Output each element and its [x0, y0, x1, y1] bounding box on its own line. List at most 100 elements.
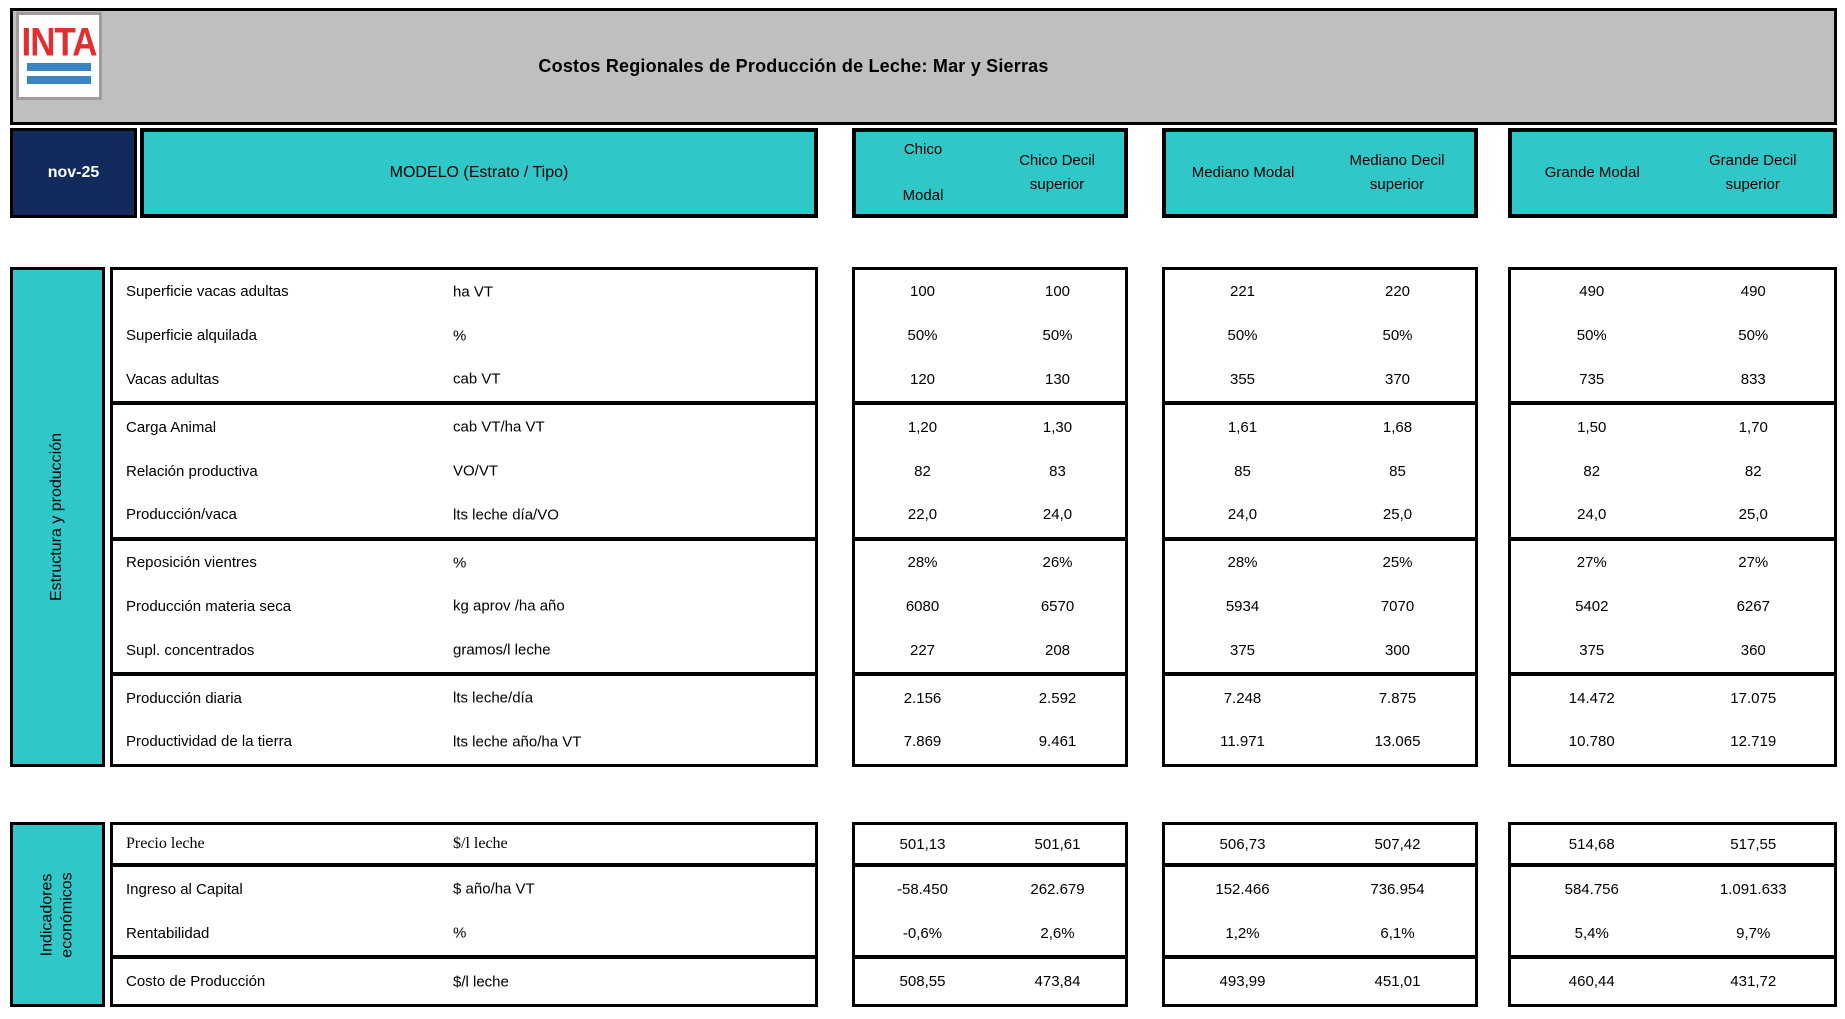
cell-value: 14.472	[1568, 689, 1615, 707]
table-row: 120 130	[855, 358, 1125, 402]
table-row: 100 100	[855, 270, 1125, 314]
table-row: 490 490	[1511, 270, 1834, 314]
row-unit: lts leche día/VO	[453, 506, 559, 524]
row-label: Supl. concentrados	[126, 641, 255, 659]
cell-value: 50%	[1042, 327, 1073, 345]
cell-value: 50%	[1576, 327, 1607, 345]
row-unit: $/l leche	[453, 835, 508, 852]
table-row: 227 208	[855, 628, 1125, 672]
table-row: 27% 27%	[1511, 541, 1834, 585]
value-group: 506,73 507,42	[1165, 825, 1475, 867]
cell-value: 735	[1579, 370, 1605, 388]
table-row: Relación productiva VO/VT	[113, 449, 815, 493]
label-group: Producción diaria lts leche/día Productiv…	[113, 676, 815, 764]
cell-value: 508,55	[899, 973, 946, 990]
table-row: 514,68 517,55	[1511, 825, 1834, 863]
cell-value: 11.971	[1220, 733, 1265, 751]
cell-value: 1,30	[1042, 418, 1073, 436]
value-group: 2.156 2.592 7.869 9.461	[855, 676, 1125, 764]
cell-value: 490	[1579, 283, 1605, 301]
column-group-header-grande: Grande Modal Grande Decil superior	[1508, 128, 1837, 218]
cell-value: 1.091.633	[1719, 880, 1787, 898]
row-label: Superficie alquilada	[126, 327, 257, 345]
economics-values-block-mediano: 506,73 507,42 152.466 736.954 1,2% 6,1% 493…	[1162, 822, 1478, 1007]
column-group-header-chico: Chico Modal Chico Decil superior	[852, 128, 1128, 218]
table-row: Vacas adultas cab VT	[113, 358, 815, 402]
cell-value: 24,0	[1042, 506, 1073, 524]
cell-value: 6570	[1040, 597, 1075, 615]
column-header-mediano-modal: Mediano Modal	[1191, 164, 1295, 181]
date-label: nov-25	[47, 164, 100, 181]
cell-value: 493,99	[1219, 973, 1266, 990]
table-row: 50% 50%	[855, 314, 1125, 358]
values-block-grande: 490 490 50% 50% 735 833 1,50 1,70 82 82 24,0 2…	[1508, 267, 1837, 767]
row-label: Producción materia seca	[126, 597, 292, 615]
cell-value: 375	[1579, 641, 1605, 659]
date-cell: nov-25	[10, 128, 137, 218]
table-row: Producción materia seca kg aprov /ha año	[113, 585, 815, 629]
table-row: Superficie alquilada%	[113, 314, 815, 358]
cell-value: -58.450	[897, 880, 948, 898]
table-row: Productividad de la tierra lts leche año/…	[113, 720, 815, 764]
cell-value: 1,2%	[1225, 924, 1260, 942]
row-unit: kg aprov /ha año	[453, 597, 565, 615]
cell-value: 27%	[1738, 554, 1769, 572]
cell-value: 833	[1740, 370, 1766, 388]
cell-value: 120	[909, 370, 936, 388]
value-group: 460,44 431,72	[1511, 959, 1834, 1004]
row-unit: cab VT/ha VT	[453, 418, 545, 436]
cell-value: 584.756	[1564, 880, 1619, 898]
cell-value: 85	[1389, 462, 1406, 480]
cell-value: 736.954	[1370, 880, 1425, 898]
cell-value: 1,70	[1738, 418, 1768, 436]
cell-value: 507,42	[1374, 835, 1421, 853]
column-header-mediano-decil: Mediano Decil superior	[1349, 152, 1445, 193]
cell-value: 6,1%	[1380, 924, 1415, 942]
table-row: 7.248 7.875	[1165, 676, 1475, 720]
column-group-header-mediano: Mediano Modal Mediano Decil superior	[1162, 128, 1478, 218]
cell-value: 7.869	[903, 733, 942, 751]
value-group: 493,99 451,01	[1165, 959, 1475, 1004]
cell-value: 473,84	[1034, 973, 1081, 990]
cell-value: 85	[1234, 462, 1251, 480]
value-group: 514,68 517,55	[1511, 825, 1834, 867]
cell-value: 370	[1384, 370, 1411, 388]
table-row: Costo de Producción $/l leche	[113, 959, 815, 1004]
value-group: -58.450 262.679 -0,6% 2,6%	[855, 867, 1125, 959]
row-label: Ingreso al Capital	[126, 880, 243, 898]
cell-value: 460,44	[1568, 973, 1615, 990]
row-label: Carga Animal	[126, 418, 217, 436]
table-row: 28% 25%	[1165, 541, 1475, 585]
cell-value: 5402	[1575, 597, 1609, 615]
structure-labels-table: Superficie vacas adultas ha VT Superficie…	[110, 267, 818, 767]
label-group: Costo de Producción $/l leche	[113, 959, 815, 1004]
table-row: Supl. concentrados gramos/l leche	[113, 628, 815, 672]
economics-values-block-chico: 501,13 501,61 -58.450 262.679 -0,6% 2,6% 50…	[852, 822, 1128, 1007]
table-row: 82 83	[855, 449, 1125, 493]
cell-value: 50%	[1227, 327, 1258, 345]
cell-value: 10.780	[1568, 733, 1615, 751]
table-row: 1,2% 6,1%	[1165, 911, 1475, 955]
table-row: 6080 6570	[855, 585, 1125, 629]
value-group: 508,55 473,84	[855, 959, 1125, 1004]
cell-value: 7.875	[1378, 689, 1417, 707]
values-block-mediano: 221 220 50% 50% 355 370 1,61 1,68 85 85 24,0 2…	[1162, 267, 1478, 767]
section-sidebar-indicadores: Indicadores económicos	[10, 822, 105, 1007]
row-label: Reposición vientres	[126, 554, 257, 572]
cell-value: 24,0	[1227, 506, 1258, 524]
cell-value: 208	[1044, 641, 1071, 659]
row-label: Costo de Producción	[126, 973, 266, 990]
row-label: Producción diaria	[126, 689, 242, 707]
value-group: 7.248 7.875 11.971 13.065	[1165, 676, 1475, 764]
table-row: 1,50 1,70	[1511, 405, 1834, 449]
cell-value: 451,01	[1374, 973, 1421, 990]
cell-value: 517,55	[1730, 835, 1777, 853]
label-group: Carga Animal cab VT/ha VT Relación produc…	[113, 405, 815, 541]
table-row: 50% 50%	[1511, 314, 1834, 358]
table-row: 82 82	[1511, 449, 1834, 493]
cell-value: 28%	[1227, 554, 1258, 572]
row-unit: cab VT	[453, 370, 501, 388]
table-row: Superficie vacas adultas ha VT	[113, 270, 815, 314]
row-unit: lts leche/día	[453, 689, 534, 707]
section-label-indicadores: Indicadores económicos	[38, 871, 76, 958]
